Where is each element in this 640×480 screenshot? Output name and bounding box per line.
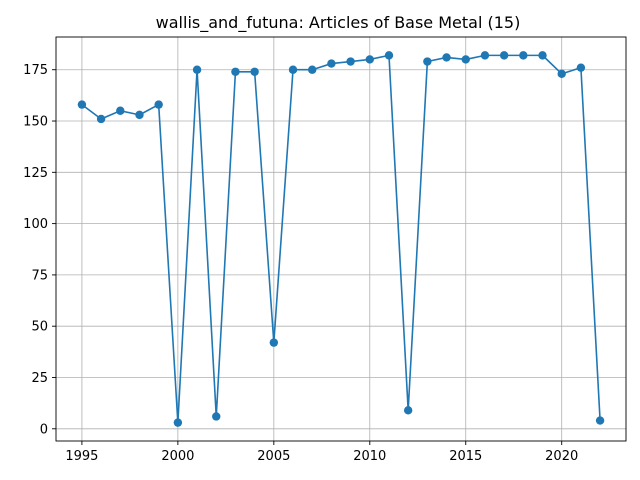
y-tick-label-75: 75 — [31, 268, 48, 283]
data-point-2011 — [384, 51, 394, 60]
series-line — [81, 54, 601, 424]
data-point-2020 — [557, 69, 566, 79]
data-point-2001 — [192, 65, 202, 74]
data-point-2021 — [576, 63, 586, 72]
y-tick-label-100: 100 — [23, 217, 48, 232]
data-point-2008 — [327, 59, 336, 68]
data-point-2003 — [231, 67, 240, 76]
data-point-2000 — [173, 418, 183, 427]
data-point-2005 — [269, 338, 279, 347]
y-tick-label-150: 150 — [23, 115, 48, 130]
x-tick-label-2000: 2000 — [161, 449, 194, 464]
data-point-1998 — [135, 110, 144, 120]
data-point-2013 — [423, 57, 432, 66]
x-tick-label-1995: 1995 — [65, 449, 98, 464]
data-point-2017 — [499, 51, 509, 60]
data-point-2018 — [519, 51, 528, 60]
series-layer — [77, 51, 605, 427]
data-point-2006 — [288, 65, 298, 74]
y-tick-label-0: 0 — [40, 422, 48, 437]
axes: 1995 2000 2005 2010 2015 2020 0 25 50 75 100 125 150… — [23, 36, 627, 464]
data-point-2019 — [538, 51, 547, 60]
y-tick-label-25: 25 — [31, 371, 48, 386]
data-point-1997 — [116, 106, 125, 115]
y-tick-label-125: 125 — [23, 166, 48, 181]
data-point-2012 — [403, 406, 413, 415]
data-point-2015 — [461, 55, 470, 64]
data-point-2014 — [442, 53, 451, 62]
x-tick-label-2015: 2015 — [449, 449, 482, 464]
y-tick-label-50: 50 — [31, 320, 48, 335]
data-point-2002 — [212, 412, 221, 421]
data-point-1999 — [154, 100, 163, 109]
data-point-2010 — [365, 55, 374, 64]
data-point-2004 — [250, 67, 259, 76]
data-point-2009 — [346, 57, 355, 66]
data-point-2016 — [480, 51, 490, 60]
plot-frame — [55, 36, 627, 442]
x-tick-label-2005: 2005 — [257, 449, 290, 464]
data-point-1996 — [96, 114, 106, 124]
data-point-2007 — [308, 65, 317, 74]
x-tick-label-2020: 2020 — [545, 449, 578, 464]
chart-title: wallis_and_futuna: Articles of Base Meta… — [156, 13, 521, 33]
data-point-2022 — [595, 416, 605, 425]
y-tick-label-175: 175 — [23, 63, 48, 78]
x-tick-label-2010: 2010 — [353, 449, 386, 464]
data-point-1995 — [77, 100, 87, 109]
grid-lines — [56, 37, 626, 441]
